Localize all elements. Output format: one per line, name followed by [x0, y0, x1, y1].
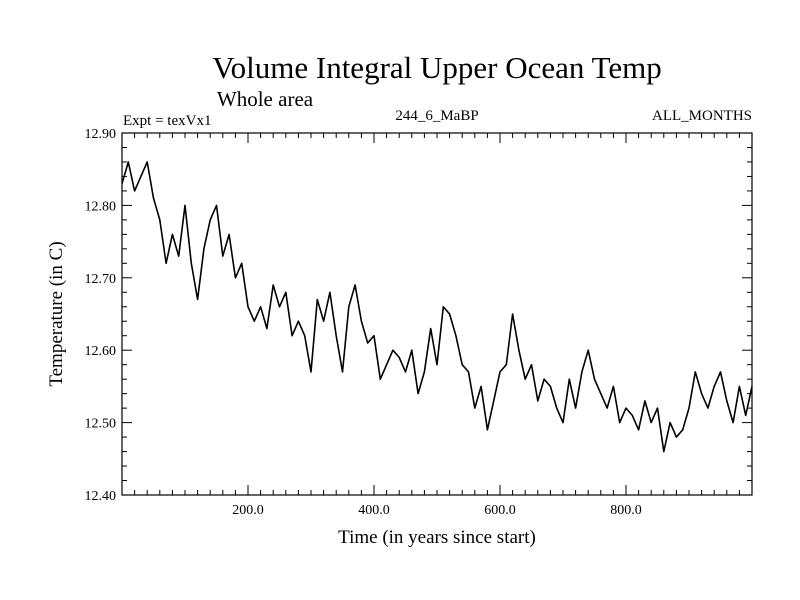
x-tick-label: 400.0 — [358, 503, 390, 518]
y-tick-label: 12.80 — [85, 199, 117, 214]
y-tick-label: 12.60 — [85, 344, 117, 359]
chart-title: Volume Integral Upper Ocean Temp — [212, 50, 662, 85]
tick-labels: 200.0 400.0 600.0 800.0 12.40 12.50 12.60 12.70… — [85, 127, 642, 518]
y-tick-label: 12.50 — [85, 417, 117, 432]
temperature-series-line — [121, 161, 753, 453]
x-axis-label: Time (in years since start) — [338, 527, 536, 548]
y-tick-label: 12.70 — [85, 272, 117, 287]
run-label: 244_6_MaBP — [395, 108, 478, 124]
x-tick-label: 200.0 — [232, 503, 264, 518]
x-tick-label: 600.0 — [484, 503, 516, 518]
months-label: ALL_MONTHS — [652, 108, 752, 124]
x-tick-label: 800.0 — [610, 503, 642, 518]
y-tick-label: 12.40 — [85, 489, 117, 504]
chart-subtitle: Whole area — [217, 87, 314, 111]
experiment-label: Expt = texVx1 — [123, 113, 211, 129]
y-axis-label: Temperature (in C) — [46, 241, 67, 386]
y-tick-label: 12.90 — [85, 127, 117, 142]
axis-ticks — [122, 133, 752, 495]
plot-frame — [121, 132, 753, 496]
